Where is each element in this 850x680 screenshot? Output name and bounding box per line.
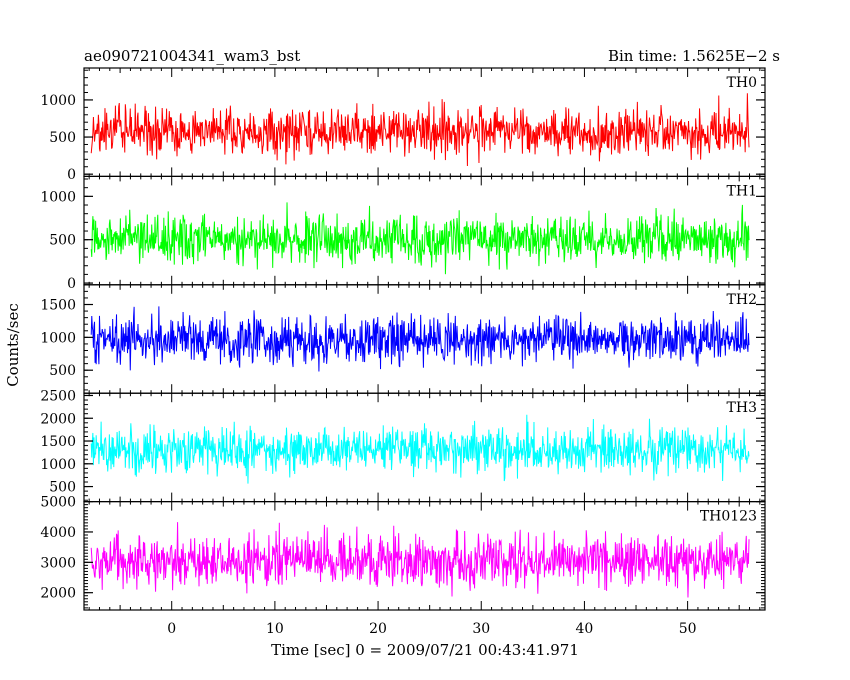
series-line-th3	[90, 414, 750, 484]
panel-th2: 500 1000 1500 TH2	[40, 284, 766, 394]
panel-label-th3: TH3	[727, 400, 757, 416]
y-tick-label: 500	[49, 130, 76, 146]
panel-th0123: 2000 3000 4000 5000 TH0123	[40, 495, 766, 611]
y-tick-label: 500	[49, 480, 76, 496]
x-tick-label: 50	[679, 621, 697, 637]
panel-label-th2: TH2	[727, 292, 757, 308]
y-tick-label: 1500	[40, 434, 76, 450]
y-axis-label: Counts/sec	[4, 303, 22, 387]
y-tick-label: 2500	[40, 388, 76, 404]
y-tick-label: 1000	[40, 189, 76, 205]
x-tick-label: 10	[266, 621, 284, 637]
y-tick-label: 3000	[40, 555, 76, 571]
y-tick-label: 1000	[40, 330, 76, 346]
panel-label-th0123: TH0123	[700, 509, 757, 525]
y-tick-label: 0	[67, 167, 76, 183]
panel-label-th0: TH0	[727, 75, 757, 91]
x-tick-label: 30	[472, 621, 490, 637]
panel-th1: 0 500 1000 TH1	[40, 175, 766, 292]
series-line-th0123	[90, 522, 750, 598]
panel-th0: 0 500 1000 TH0	[40, 67, 766, 183]
x-axis-label: Time [sec] 0 = 2009/07/21 00:43:41.971	[271, 641, 579, 659]
y-tick-label: 2000	[40, 586, 76, 602]
series-line-th0	[90, 93, 750, 167]
x-axis: 0 10 20 30 40 50	[167, 621, 696, 637]
panels-group: 0 500 1000 TH0 0 500 1000 TH1 500 1000 1500 TH2 500 1…	[40, 67, 766, 611]
y-tick-label: 1000	[40, 457, 76, 473]
x-tick-label: 20	[369, 621, 387, 637]
chart-title: ae090721004341_wam3_bst	[84, 47, 300, 65]
panel-th3: 500 1000 1500 2000 2500 TH3	[40, 388, 766, 503]
y-tick-label: 1500	[40, 298, 76, 314]
y-tick-label: 0	[67, 276, 76, 292]
x-tick-label: 40	[576, 621, 594, 637]
bin-time-label: Bin time: 1.5625E−2 s	[608, 47, 780, 65]
y-tick-label: 5000	[40, 495, 76, 511]
series-line-th1	[90, 202, 750, 275]
y-tick-label: 500	[49, 233, 76, 249]
y-tick-label: 1000	[40, 93, 76, 109]
y-tick-label: 500	[49, 363, 76, 379]
y-tick-label: 4000	[40, 525, 76, 541]
x-tick-label: 0	[167, 621, 176, 637]
y-tick-label: 2000	[40, 411, 76, 427]
panel-label-th1: TH1	[727, 183, 757, 199]
series-line-th2	[90, 306, 750, 372]
